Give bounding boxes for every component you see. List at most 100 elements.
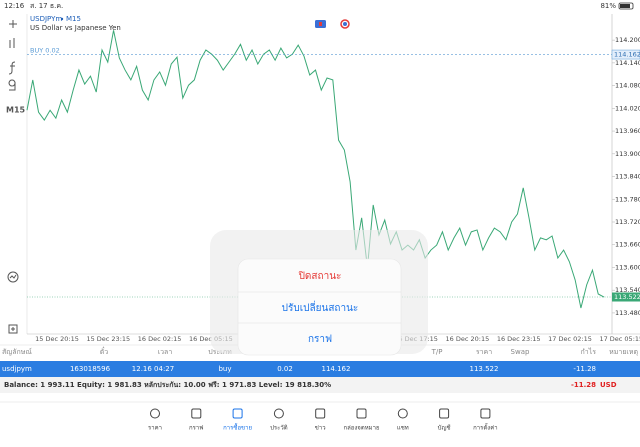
column-header: ราคา [476, 348, 492, 356]
table-cell: 114.162 [322, 365, 351, 373]
table-cell: 12.16 04:27 [132, 365, 174, 373]
table-cell: 113.522 [470, 365, 499, 373]
y-tick-label: 114.020 [615, 104, 640, 112]
tab[interactable]: แชท [397, 408, 409, 432]
x-tick-label: 16 Dec 02:15 [138, 335, 182, 343]
y-tick-label: 113.480 [615, 309, 640, 317]
tab-icon [480, 408, 491, 419]
popup-item[interactable]: ปรับเปลี่ยนสถานะ [282, 300, 359, 314]
status-battery: 81% [600, 2, 616, 10]
tab-label: การตั้งค่า [473, 422, 497, 432]
tab-icon [356, 408, 367, 419]
function-tool[interactable] [8, 61, 16, 75]
battery-level [620, 4, 630, 8]
table-cell: buy [218, 365, 231, 373]
chart-subtitle: US Dollar vs Japanese Yen [30, 24, 121, 32]
column-header: หมายเหตุ [609, 348, 638, 356]
status-date: ส. 17 ธ.ค. [30, 2, 63, 10]
tab[interactable]: การซื้อขาย [223, 408, 252, 432]
x-tick-label: 15 Dec 20:15 [35, 335, 79, 343]
tab-icon [232, 408, 243, 419]
summary-profit: -11.28 [571, 381, 596, 389]
current-price-tag-label: 113.522 [614, 293, 640, 301]
y-tick-label: 113.660 [615, 241, 640, 249]
y-tick-label: 113.600 [615, 263, 640, 271]
tab-icon [273, 408, 284, 419]
column-header: T/P [431, 348, 443, 356]
table: สัญลักษณ์ตั๋วเวลาประเภทปริมาณราคาS/LT/Pร… [2, 347, 638, 373]
open-price-tag-label: 114.162 [614, 51, 640, 59]
add-tool[interactable] [8, 324, 18, 334]
battery-icon [618, 2, 634, 10]
column-header: ตั๋ว [100, 347, 109, 356]
y-tick-label: 113.720 [615, 218, 640, 226]
selected-row[interactable] [0, 361, 640, 377]
x-tick-label: 17 Dec 02:15 [548, 335, 592, 343]
tab-label: ราคา [148, 425, 162, 432]
separator-dot [60, 17, 64, 21]
tab-icon [191, 408, 202, 419]
clock-tool-hand [9, 274, 17, 279]
add-tool-plus [11, 327, 15, 331]
x-tick-label: 17 Dec 05:15 [599, 335, 640, 343]
tab[interactable]: กล่องจดหมาย [343, 408, 380, 432]
tab[interactable]: ประวัติ [270, 408, 288, 432]
tab-icon [439, 408, 450, 419]
summary-text: Balance: 1 993.11 Equity: 1 981.83 หลักป… [4, 381, 331, 389]
tab-bar: ราคา กราฟ การซื้อขาย ประวัติ ข่าว กล่องจดหมาย… [148, 408, 498, 432]
tab[interactable]: การตั้งค่า [473, 408, 498, 432]
current-price-tag [612, 292, 640, 302]
table-cell: -11.28 [573, 365, 596, 373]
column-header: เวลา [158, 348, 173, 356]
tab-icon [315, 408, 326, 419]
tab[interactable]: ข่าว [315, 408, 326, 432]
y-tick-label: 113.960 [615, 127, 640, 135]
x-tick-label: 16 Dec 20:15 [446, 335, 490, 343]
tab-icon [150, 408, 160, 419]
popup [237, 258, 402, 356]
tab[interactable]: บัญชี [438, 408, 451, 432]
tab[interactable]: กราฟ [189, 408, 204, 432]
y-tick-label: 114.200 [615, 36, 640, 44]
plot: 114.200 114.140 114.080 114.020 113.960 113.9… [26, 30, 640, 343]
x-tick-label: 15 Dec 23:15 [86, 335, 130, 343]
y-tick-label: 114.080 [615, 82, 640, 90]
popup-item[interactable]: กราฟ [308, 334, 332, 345]
tab-label: การซื้อขาย [223, 422, 252, 432]
chart-symbol: USDJPYm [30, 15, 62, 23]
indicator-tool[interactable] [9, 38, 15, 48]
column-header: สัญลักษณ์ [2, 348, 32, 356]
summary-row [0, 377, 640, 393]
tab-label: ข่าว [315, 425, 326, 432]
trade-line-label: BUY 0.02 [30, 47, 60, 55]
tab-label: กราฟ [189, 425, 203, 432]
column-header: กำไร [581, 347, 597, 356]
y-tick-label: 113.900 [615, 150, 640, 158]
y-tick-label: 114.140 [615, 59, 640, 67]
chart-timeframe: M15 [66, 15, 81, 23]
popup-item[interactable]: ปิดสถานะ [298, 271, 341, 282]
tab[interactable]: ราคา [148, 408, 162, 432]
y-tick-label: 113.840 [615, 173, 640, 181]
summary-currency: USD [600, 381, 617, 389]
toolbar-timeframe[interactable]: M15 [6, 106, 26, 115]
column-header: Swap [511, 348, 530, 356]
objects-tool[interactable] [8, 79, 16, 91]
tab-icon [397, 408, 408, 419]
left-toolbar [7, 20, 19, 334]
tab-label: ประวัติ [270, 425, 288, 432]
price-line [26, 30, 605, 309]
tab-label: กล่องจดหมาย [343, 425, 379, 432]
crosshair-tool[interactable] [9, 20, 17, 28]
table-cell: 0.02 [277, 365, 293, 373]
one-click-icon-part [319, 22, 322, 26]
table-cell: 163018596 [70, 365, 111, 373]
trade-icon[interactable] [340, 19, 350, 29]
y-tick-label: 113.540 [615, 286, 640, 294]
y-tick-label: 113.780 [615, 195, 640, 203]
open-price-tag [611, 49, 640, 60]
tab-label: แชท [397, 425, 409, 432]
clock-tool[interactable] [7, 271, 19, 283]
